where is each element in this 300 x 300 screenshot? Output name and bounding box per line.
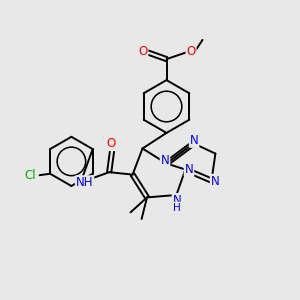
Text: O: O <box>138 45 147 58</box>
Text: O: O <box>106 137 116 150</box>
Text: N: N <box>184 163 194 176</box>
Text: O: O <box>187 45 196 58</box>
Text: H: H <box>173 202 181 213</box>
Text: N: N <box>190 134 199 147</box>
Text: N: N <box>211 175 220 188</box>
Text: NH: NH <box>76 176 93 189</box>
Text: Cl: Cl <box>25 169 36 182</box>
Text: N: N <box>172 194 182 207</box>
Text: N: N <box>160 154 169 167</box>
